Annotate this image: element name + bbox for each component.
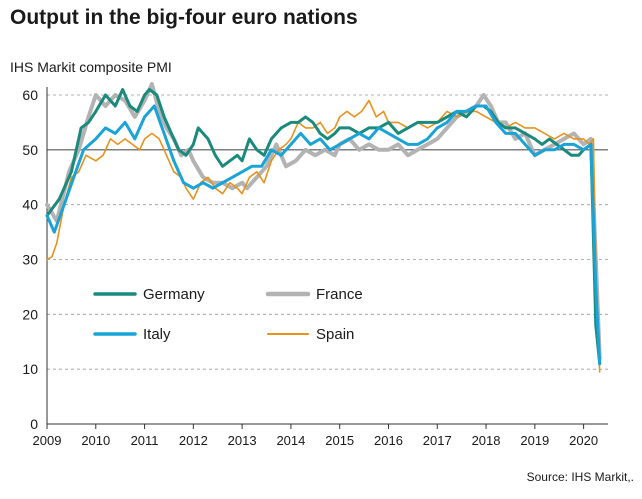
x-tick-label: 2014 bbox=[276, 433, 305, 448]
legend-label-france: France bbox=[316, 286, 363, 303]
y-tick-label: 0 bbox=[30, 416, 38, 432]
y-tick-label: 40 bbox=[22, 197, 38, 213]
x-tick-labels: 2009 2010 2011 2012 2013 2014 2015 2016 2017 2018… bbox=[33, 433, 599, 448]
x-tick-label: 2017 bbox=[423, 433, 452, 448]
x-tick-label: 2015 bbox=[325, 433, 354, 448]
x-tick-label: 2009 bbox=[33, 433, 62, 448]
x-tick-label: 2012 bbox=[179, 433, 208, 448]
x-tick-label: 2010 bbox=[81, 433, 110, 448]
y-tick-label: 50 bbox=[22, 142, 38, 158]
y-tick-label: 30 bbox=[22, 252, 38, 268]
legend: Germany France Italy Spain bbox=[93, 286, 363, 343]
series-line-france bbox=[45, 82, 602, 361]
y-axis-label: IHS Markit composite PMI bbox=[10, 59, 172, 75]
y-tick-labels: 0 10 20 30 40 50 60 bbox=[22, 87, 38, 432]
legend-label-italy: Italy bbox=[143, 326, 171, 343]
y-tick-label: 10 bbox=[22, 361, 38, 377]
series-line-germany bbox=[45, 88, 602, 366]
y-tick-label: 20 bbox=[22, 306, 38, 322]
x-tick-label: 2019 bbox=[520, 433, 549, 448]
x-tick-label: 2016 bbox=[374, 433, 403, 448]
legend-label-spain: Spain bbox=[316, 326, 354, 343]
source-note: Source: IHS Markit,. bbox=[526, 470, 634, 484]
y-tick-label: 60 bbox=[22, 87, 38, 103]
x-tick-label: 2018 bbox=[472, 433, 501, 448]
legend-label-germany: Germany bbox=[143, 286, 205, 303]
x-tick-label: 2020 bbox=[569, 433, 598, 448]
series-lines bbox=[45, 82, 602, 373]
series-line-italy bbox=[45, 104, 602, 366]
chart-title: Output in the big-four euro nations bbox=[10, 6, 358, 29]
x-tick-label: 2013 bbox=[228, 433, 257, 448]
x-tick-label: 2011 bbox=[131, 433, 159, 448]
